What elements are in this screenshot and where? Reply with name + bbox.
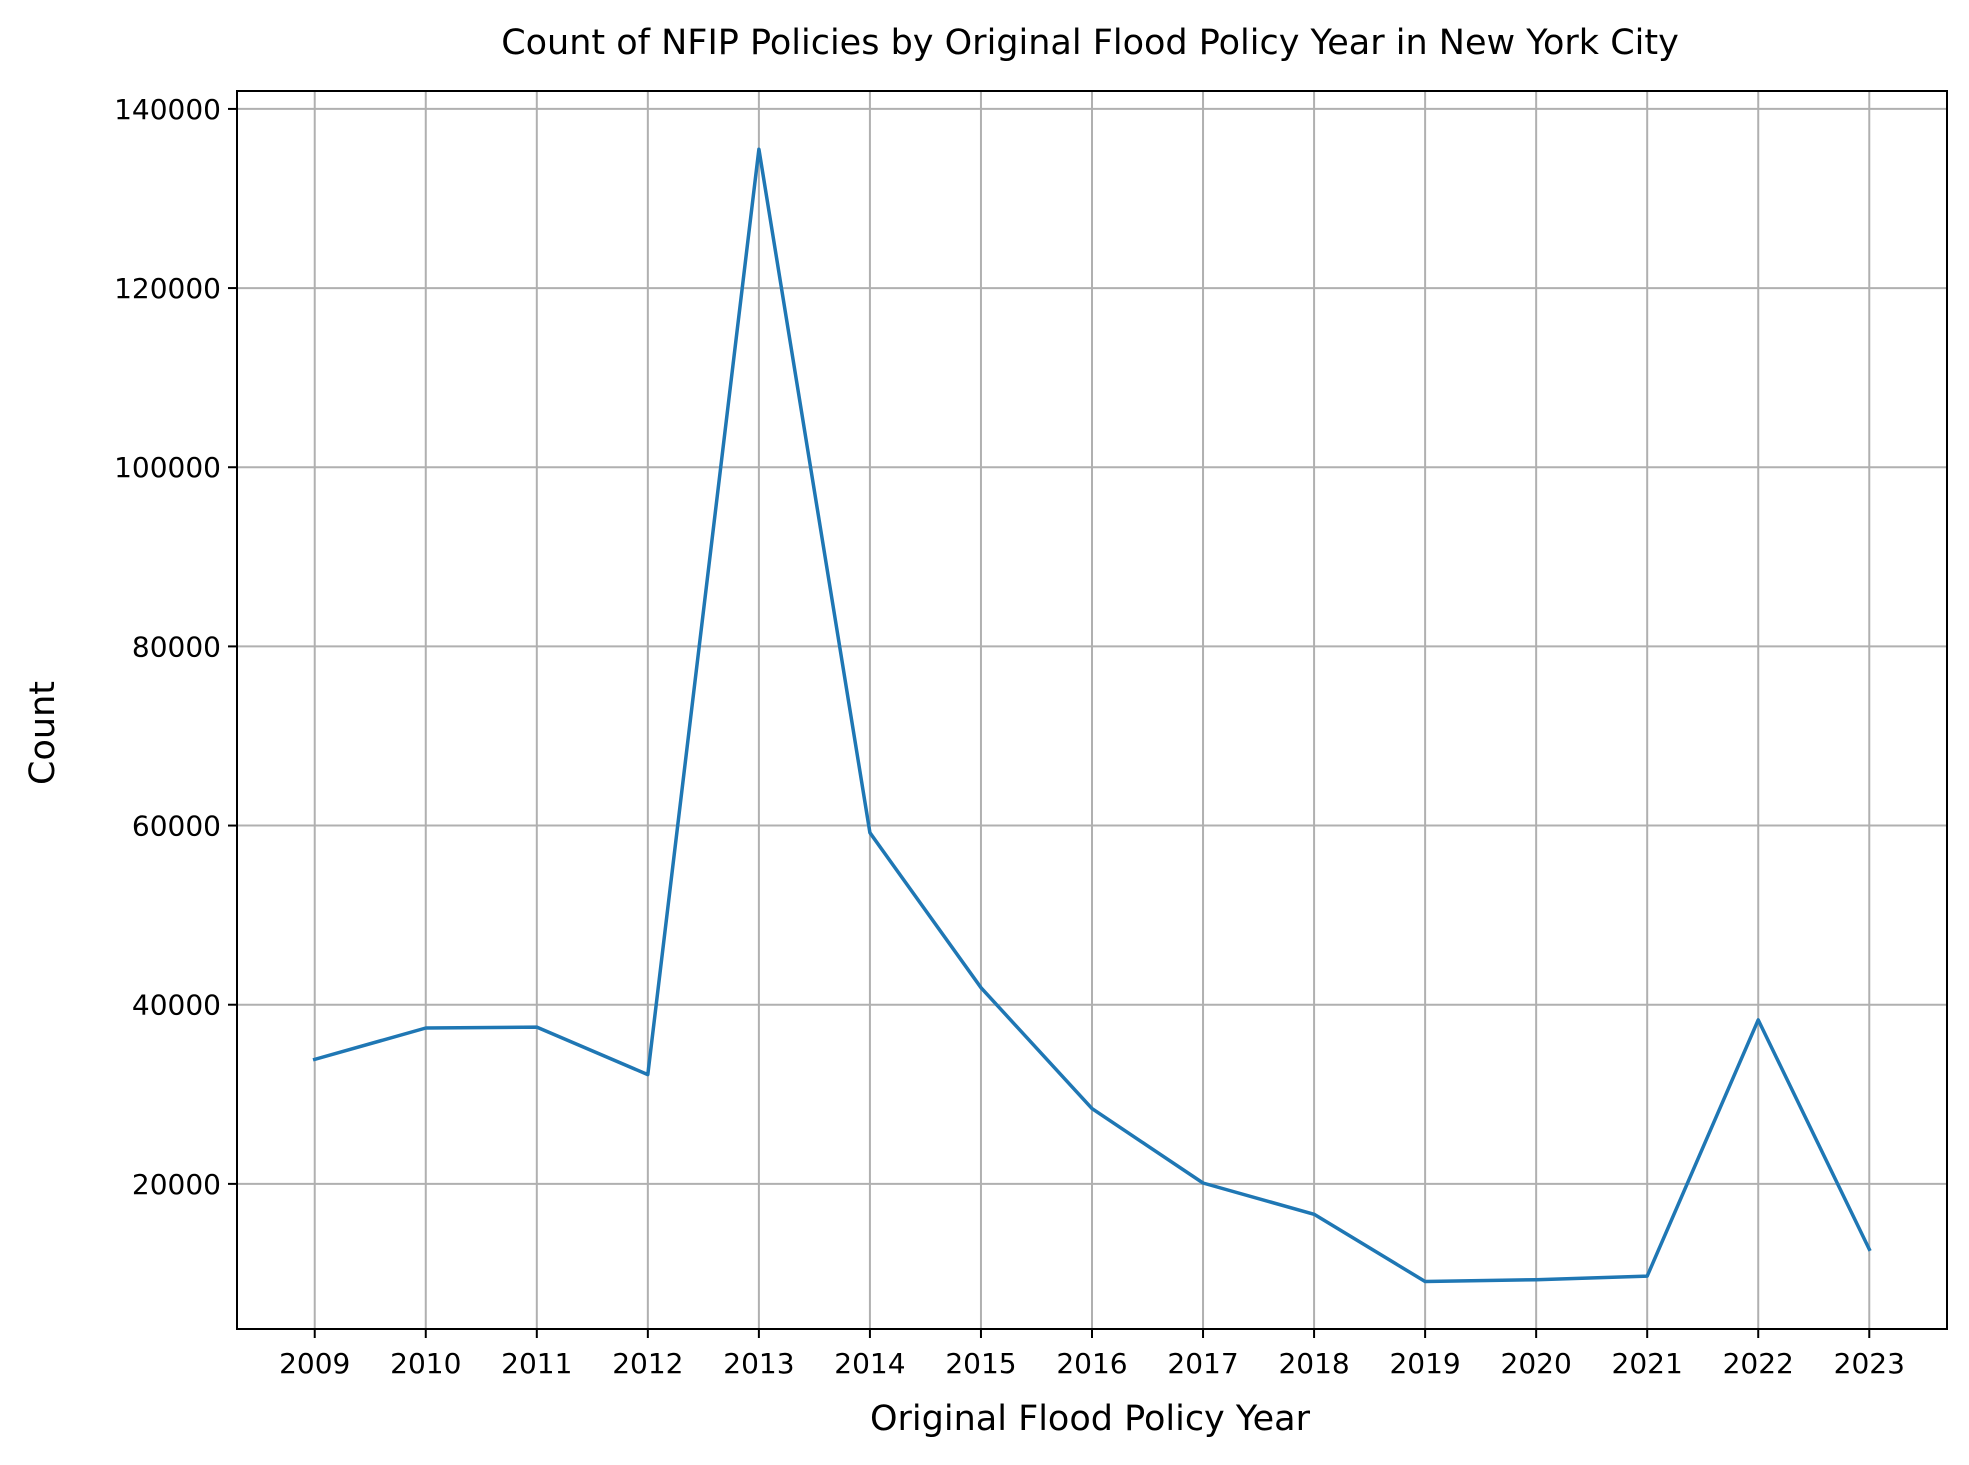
y-axis: 20000 40000 60000 80000 100000 120000 140000	[114, 93, 237, 1201]
y-tick-label: 20000	[132, 1168, 221, 1201]
x-tick-label: 2011	[501, 1347, 572, 1380]
x-axis-title: Original Flood Policy Year	[870, 1399, 1311, 1439]
y-tick-label: 120000	[114, 272, 221, 305]
y-tick-label: 60000	[132, 810, 221, 843]
chart-title: Count of NFIP Policies by Original Flood…	[501, 23, 1679, 63]
x-tick-label: 2013	[723, 1347, 794, 1380]
y-tick-label: 80000	[132, 630, 221, 663]
x-tick-label: 2018	[1278, 1347, 1349, 1380]
x-tick-label: 2012	[612, 1347, 683, 1380]
y-tick-label: 40000	[132, 989, 221, 1022]
x-axis: 2009 2010 2011 2012 2013 2014 2015 2016 2017 2018…	[279, 1329, 1905, 1380]
x-tick-label: 2020	[1501, 1347, 1572, 1380]
x-tick-label: 2015	[945, 1347, 1016, 1380]
x-tick-label: 2016	[1056, 1347, 1127, 1380]
grid	[237, 91, 1947, 1329]
x-tick-label: 2021	[1612, 1347, 1683, 1380]
y-tick-label: 100000	[114, 451, 221, 484]
x-tick-label: 2010	[390, 1347, 461, 1380]
x-tick-label: 2023	[1834, 1347, 1905, 1380]
x-tick-label: 2017	[1167, 1347, 1238, 1380]
x-tick-label: 2022	[1723, 1347, 1794, 1380]
x-tick-label: 2009	[279, 1347, 350, 1380]
x-tick-label: 2019	[1389, 1347, 1460, 1380]
x-tick-label: 2014	[834, 1347, 905, 1380]
y-tick-label: 140000	[114, 93, 221, 126]
y-axis-title: Count	[23, 681, 63, 785]
series-line	[312, 147, 1872, 1284]
series-layer	[312, 147, 1872, 1284]
